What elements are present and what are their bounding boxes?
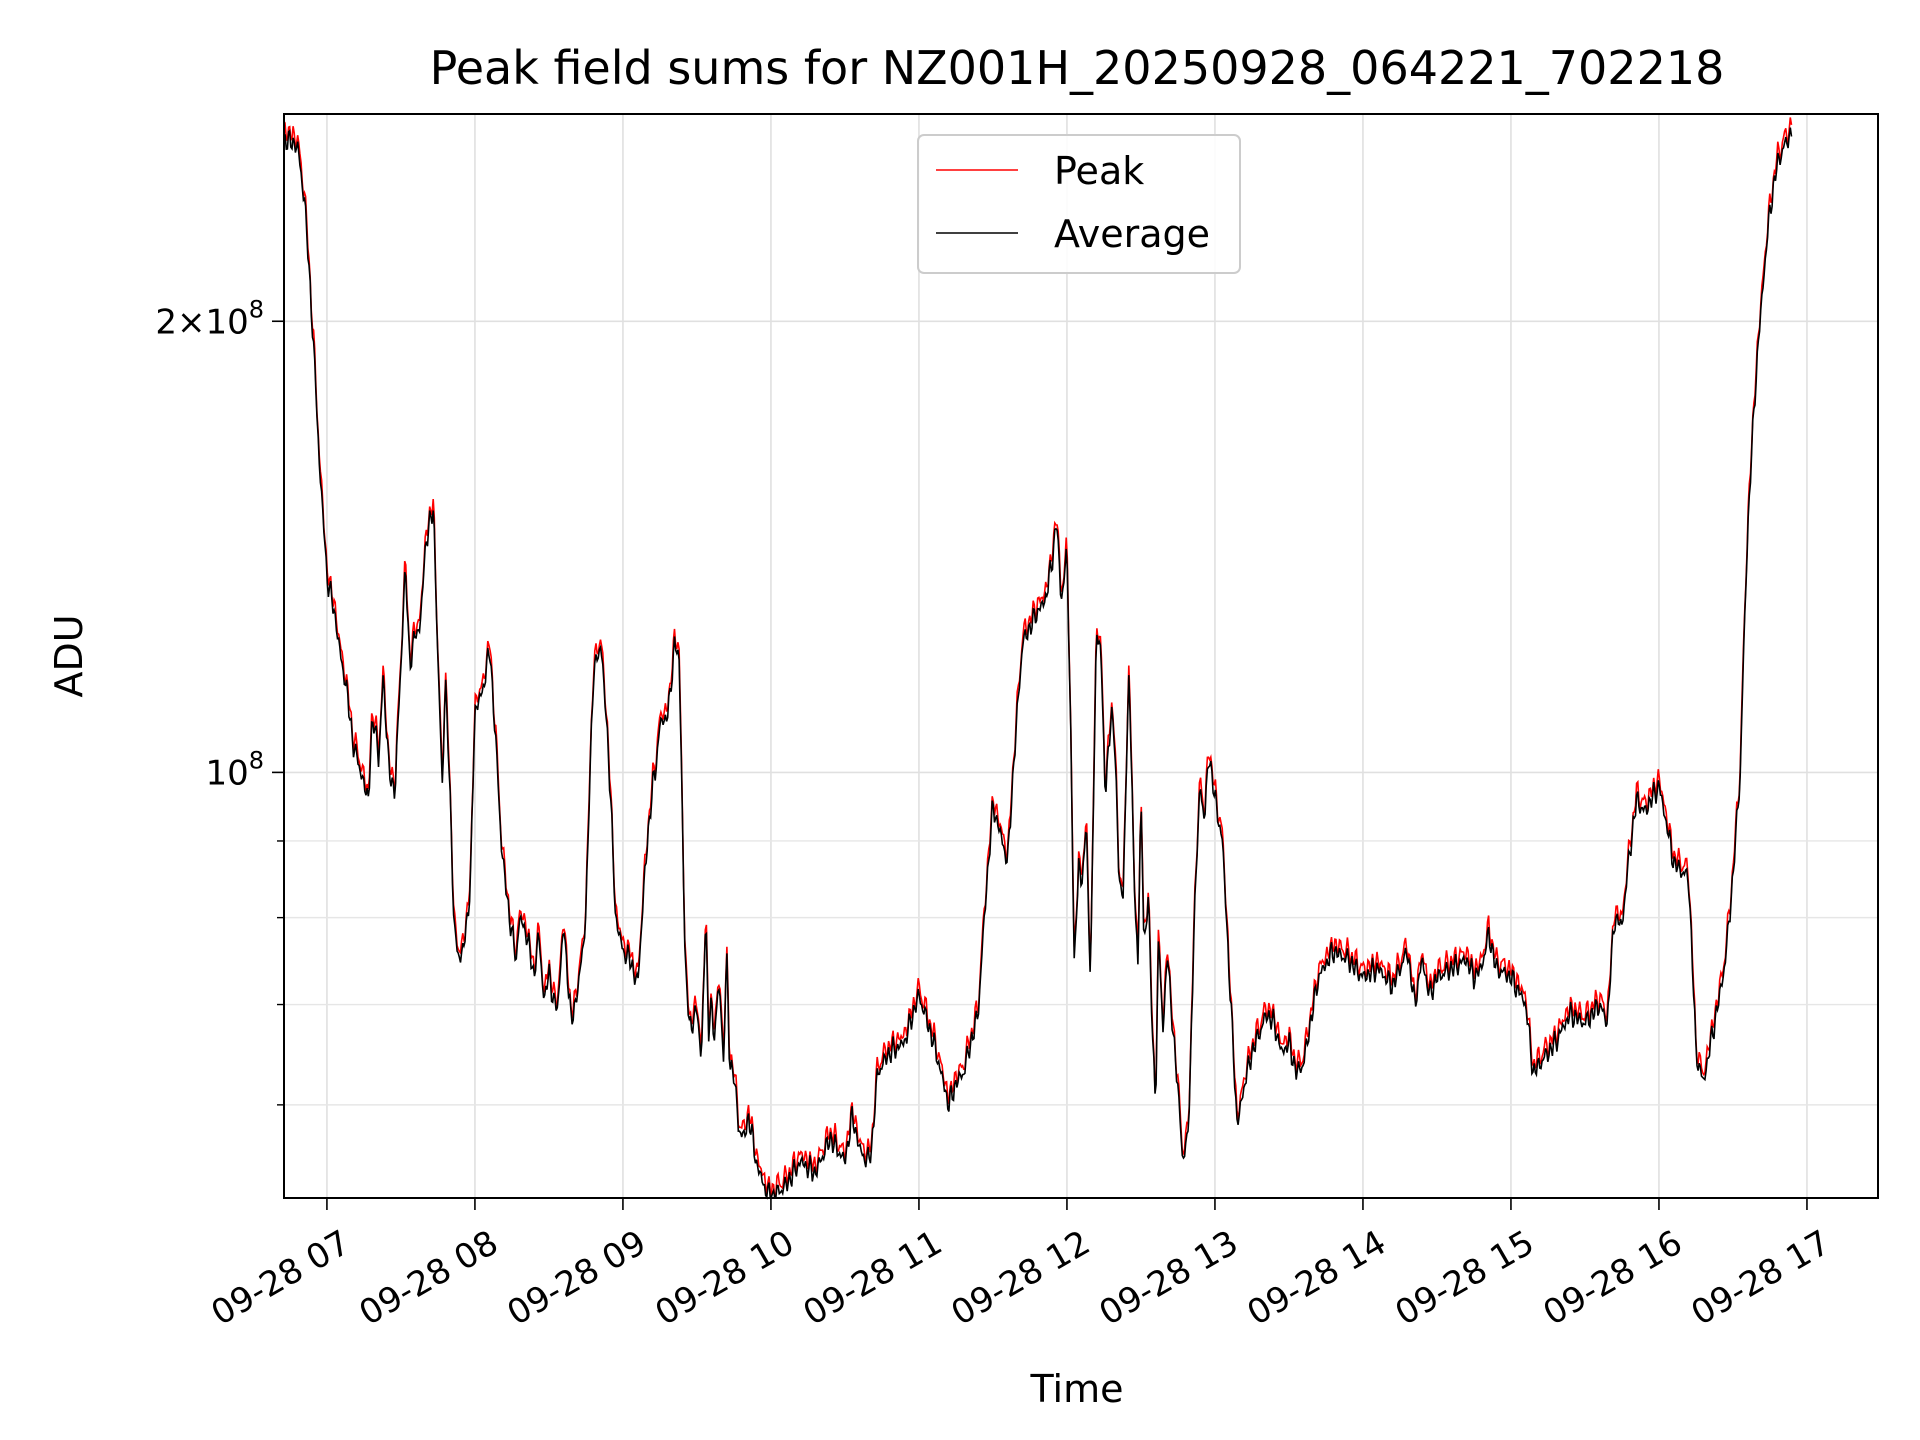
x-tick-label: 09-28 09 — [501, 1223, 653, 1334]
x-tick-label: 09-28 13 — [1093, 1223, 1245, 1334]
x-tick-label: 09-28 08 — [353, 1223, 505, 1334]
legend-peak-label: Peak — [1054, 149, 1144, 193]
legend-average-label: Average — [1054, 212, 1210, 256]
x-tick-label: 09-28 14 — [1241, 1223, 1393, 1334]
grid-lines — [284, 114, 1878, 1198]
y-tick-label: 108 — [205, 746, 264, 793]
x-tick-label: 09-28 10 — [649, 1223, 801, 1334]
x-tick-label: 09-28 12 — [945, 1223, 1097, 1334]
x-axis-label: Time — [1030, 1367, 1124, 1411]
x-tick-label: 09-28 11 — [797, 1223, 949, 1334]
y-tick-label: 2×108 — [155, 295, 264, 342]
x-tick-label: 09-28 15 — [1389, 1223, 1541, 1334]
series-line-peak — [283, 117, 1793, 1198]
x-tick-label: 09-28 16 — [1537, 1223, 1689, 1334]
chart-title: Peak field sums for NZ001H_20250928_0642… — [430, 41, 1725, 95]
series-line-average — [283, 127, 1793, 1200]
series-lines — [283, 117, 1793, 1200]
y-axis-label: ADU — [47, 614, 91, 697]
legend: Peak Average — [917, 134, 1241, 274]
plot-area-frame — [283, 113, 1879, 1199]
y-axis-ticks: 108 2×108 — [155, 295, 284, 1106]
x-tick-label: 09-28 07 — [205, 1223, 357, 1334]
x-tick-label: 09-28 17 — [1685, 1223, 1837, 1334]
